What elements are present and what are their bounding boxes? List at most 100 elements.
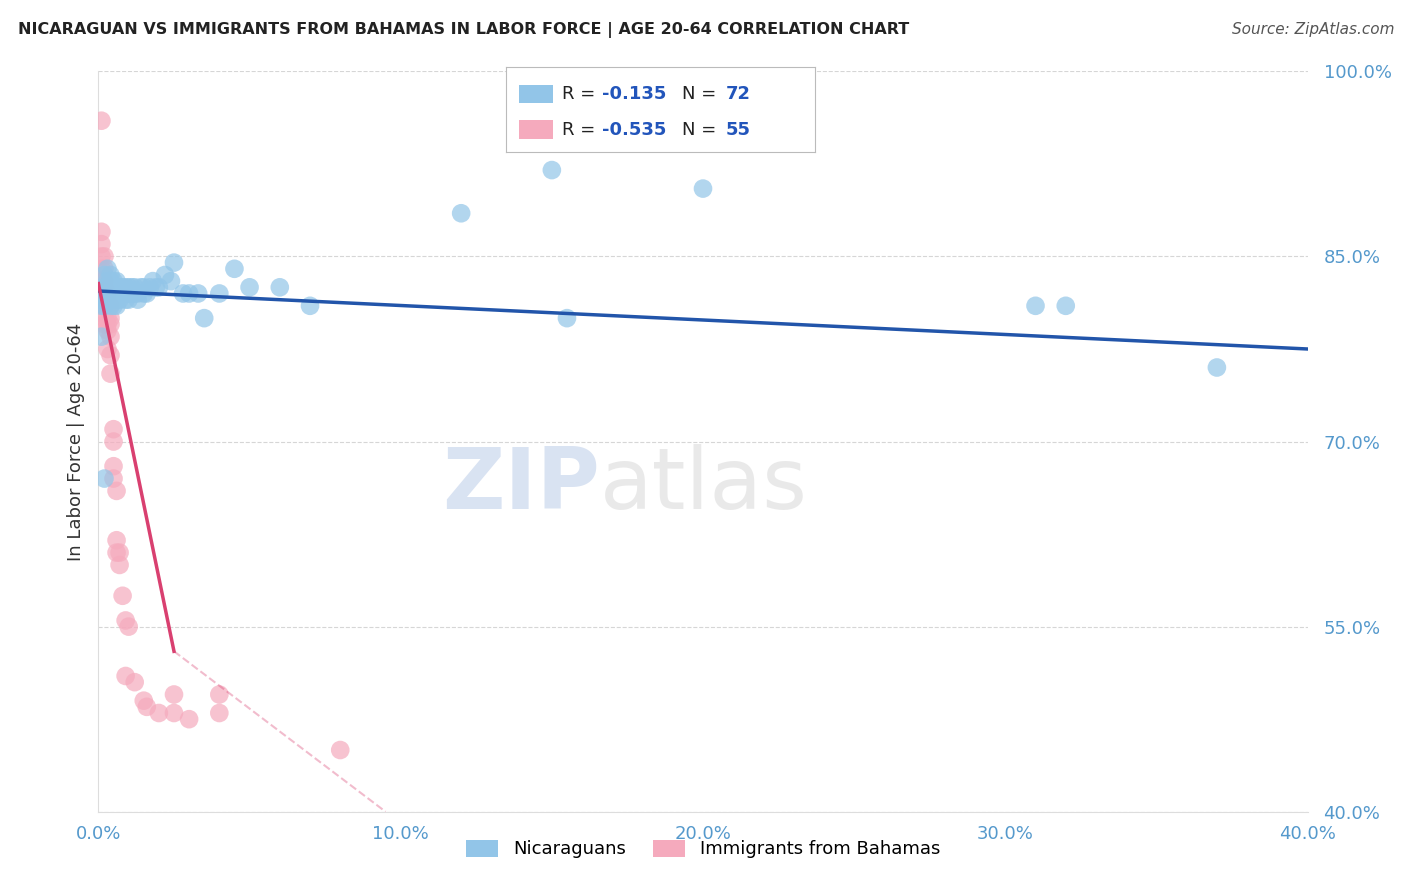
Point (100, 318, 122, 332)
Point (208, 286, 231, 301)
Point (96, 293, 118, 307)
Y-axis label: In Labor Force | Age 20-64: In Labor Force | Age 20-64 (66, 322, 84, 561)
Point (124, 675, 146, 690)
Point (100, 348, 122, 362)
Point (132, 694, 155, 708)
Point (96, 286, 118, 301)
Point (111, 589, 134, 603)
Point (163, 255, 186, 269)
Point (90, 250, 112, 264)
Point (132, 286, 155, 301)
Point (555, 311, 578, 326)
Point (1024, 299, 1046, 313)
Point (103, 471, 125, 485)
Text: -0.535: -0.535 (602, 120, 666, 138)
Point (90, 293, 112, 307)
Point (90, 274, 112, 288)
Text: -0.135: -0.135 (602, 85, 666, 103)
Point (121, 286, 143, 301)
Text: NICARAGUAN VS IMMIGRANTS FROM BAHAMAS IN LABOR FORCE | AGE 20-64 CORRELATION CHA: NICARAGUAN VS IMMIGRANTS FROM BAHAMAS IN… (18, 22, 910, 38)
Point (93, 311, 115, 326)
Point (105, 546, 128, 560)
Point (114, 669, 136, 683)
Point (114, 280, 136, 294)
Point (121, 280, 143, 294)
Point (100, 299, 122, 313)
Point (108, 558, 131, 572)
Point (103, 286, 125, 301)
Point (100, 286, 122, 301)
Point (100, 329, 122, 343)
Point (129, 280, 152, 294)
Point (1054, 299, 1077, 313)
Point (96, 324, 118, 338)
Point (96, 318, 118, 332)
Text: 55: 55 (725, 120, 751, 138)
Point (93, 280, 115, 294)
Point (135, 286, 157, 301)
Point (127, 286, 149, 301)
Point (142, 274, 165, 288)
Point (108, 546, 131, 560)
Point (93, 318, 115, 332)
Point (96, 274, 118, 288)
FancyBboxPatch shape (519, 85, 553, 103)
Point (111, 286, 134, 301)
Point (90, 261, 112, 276)
Point (96, 299, 118, 313)
Point (103, 299, 125, 313)
Point (193, 311, 215, 326)
Point (172, 286, 194, 301)
Point (187, 286, 209, 301)
Point (105, 483, 128, 498)
Point (692, 181, 714, 195)
Point (96, 286, 118, 301)
Point (160, 274, 183, 288)
Point (103, 274, 125, 288)
Point (124, 286, 146, 301)
Point (90, 225, 112, 239)
Point (93, 250, 115, 264)
Point (108, 286, 131, 301)
Point (114, 293, 136, 307)
Point (96, 299, 118, 313)
Point (93, 286, 115, 301)
Text: N =: N = (682, 120, 723, 138)
Point (139, 280, 162, 294)
Legend: Nicaraguans, Immigrants from Bahamas: Nicaraguans, Immigrants from Bahamas (458, 832, 948, 865)
Point (114, 614, 136, 628)
Point (93, 293, 115, 307)
Point (269, 280, 291, 294)
Point (132, 280, 155, 294)
Text: R =: R = (562, 85, 600, 103)
Point (105, 280, 128, 294)
Point (118, 293, 141, 307)
Point (148, 280, 170, 294)
Point (105, 286, 128, 301)
Text: 72: 72 (725, 85, 751, 103)
Point (96, 261, 118, 276)
Point (208, 706, 231, 720)
Text: ZIP: ZIP (443, 444, 600, 527)
Point (108, 280, 131, 294)
Point (153, 268, 176, 282)
Point (208, 688, 231, 702)
Point (179, 286, 201, 301)
Point (96, 342, 118, 356)
Point (90, 329, 112, 343)
Text: R =: R = (562, 120, 600, 138)
Point (118, 286, 141, 301)
Point (90, 237, 112, 252)
Point (93, 299, 115, 313)
Point (329, 743, 352, 757)
FancyBboxPatch shape (519, 120, 553, 139)
Point (90, 280, 112, 294)
Point (224, 261, 246, 276)
Point (540, 163, 562, 178)
Point (93, 471, 115, 485)
Point (450, 206, 472, 220)
Point (100, 367, 122, 381)
Point (93, 261, 115, 276)
Point (103, 459, 125, 474)
Point (105, 533, 128, 548)
